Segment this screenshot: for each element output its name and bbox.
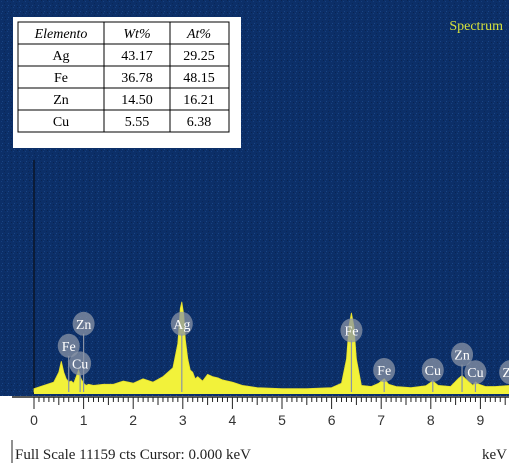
peak-label-cu: Cu — [69, 351, 92, 392]
table-cell-wt: 5.55 — [125, 115, 150, 130]
peak-label-layer: ZnFeCuAgFeFeCuZnCuZn — [57, 311, 509, 392]
table-cell-at: 29.25 — [183, 49, 215, 64]
table-cell-element: Zn — [53, 93, 69, 108]
table-header-at: At% — [186, 27, 211, 42]
peak-marker-balloon — [464, 360, 487, 385]
x-tick-label: 9 — [477, 412, 485, 428]
x-axis-ticks: 0 1 2 3 4 5 6 7 8 9 — [30, 397, 506, 428]
peak-label-zn: Zn — [72, 311, 95, 392]
x-tick-label: 8 — [427, 412, 435, 428]
peak-marker-balloon — [499, 360, 509, 385]
footer-unit-text: keV — [482, 447, 507, 463]
x-tick-label: 0 — [30, 412, 38, 428]
peak-label-text: Fe — [377, 364, 391, 379]
peak-marker-balloon — [72, 311, 95, 336]
peak-label-text: Ag — [173, 318, 190, 333]
peak-label-fe: Fe — [373, 358, 396, 392]
peak-label-ag: Ag — [170, 311, 193, 392]
peak-label-cu: Cu — [421, 358, 444, 392]
table-cell-element: Fe — [54, 71, 68, 86]
table-header-element: Elemento — [34, 27, 88, 42]
peak-label-cu: Cu — [464, 360, 487, 392]
spectrum-baseline — [34, 390, 509, 394]
peak-label-zn: Zn — [451, 342, 474, 392]
x-tick-label: 1 — [80, 412, 88, 428]
table-header-wt: Wt% — [123, 27, 150, 42]
composition-table: Elemento Wt% At% Ag 43.17 29.25 Fe 36.78… — [13, 17, 241, 148]
x-tick-label: 5 — [278, 412, 286, 428]
peak-label-text: Cu — [72, 357, 88, 372]
table-cell-at: 6.38 — [187, 115, 212, 130]
peak-label-fe: Fe — [57, 333, 80, 392]
table-cell-wt: 36.78 — [121, 71, 153, 86]
x-tick-label: 6 — [328, 412, 336, 428]
peak-label-text: Cu — [425, 364, 441, 379]
peak-marker-balloon — [373, 358, 396, 382]
table-background — [13, 17, 241, 148]
peak-label-fe: Fe — [340, 318, 363, 392]
table-cell-at: 16.21 — [183, 93, 215, 108]
peak-label-zn: Zn — [499, 360, 509, 385]
peak-marker-balloon — [421, 358, 444, 382]
peak-label-text: Fe — [62, 340, 76, 355]
peak-label-text: Zn — [502, 366, 509, 381]
peak-marker-balloon — [170, 311, 193, 336]
table-cell-element: Cu — [53, 115, 69, 130]
peak-label-text: Zn — [76, 318, 92, 333]
peak-label-text: Fe — [344, 324, 358, 339]
x-tick-label: 4 — [229, 412, 237, 428]
table-cell-wt: 14.50 — [121, 93, 153, 108]
peak-marker-balloon — [69, 351, 92, 376]
x-tick-label: 2 — [129, 412, 137, 428]
peak-marker-balloon — [340, 318, 363, 343]
footer-status-text: Full Scale 11159 cts Cursor: 0.000 keV — [15, 447, 251, 463]
spectrum-title: Spectrum — [449, 19, 503, 34]
table-cell-at: 48.15 — [183, 71, 215, 86]
peak-label-text: Zn — [454, 349, 470, 364]
peak-marker-balloon — [451, 342, 474, 367]
table-frame — [17, 21, 230, 133]
peak-marker-balloon — [57, 333, 80, 358]
table-cell-element: Ag — [52, 49, 69, 64]
x-tick-label: 3 — [179, 412, 187, 428]
x-tick-label: 7 — [377, 412, 385, 428]
table-cell-wt: 43.17 — [121, 49, 153, 64]
peak-label-text: Cu — [467, 366, 483, 381]
